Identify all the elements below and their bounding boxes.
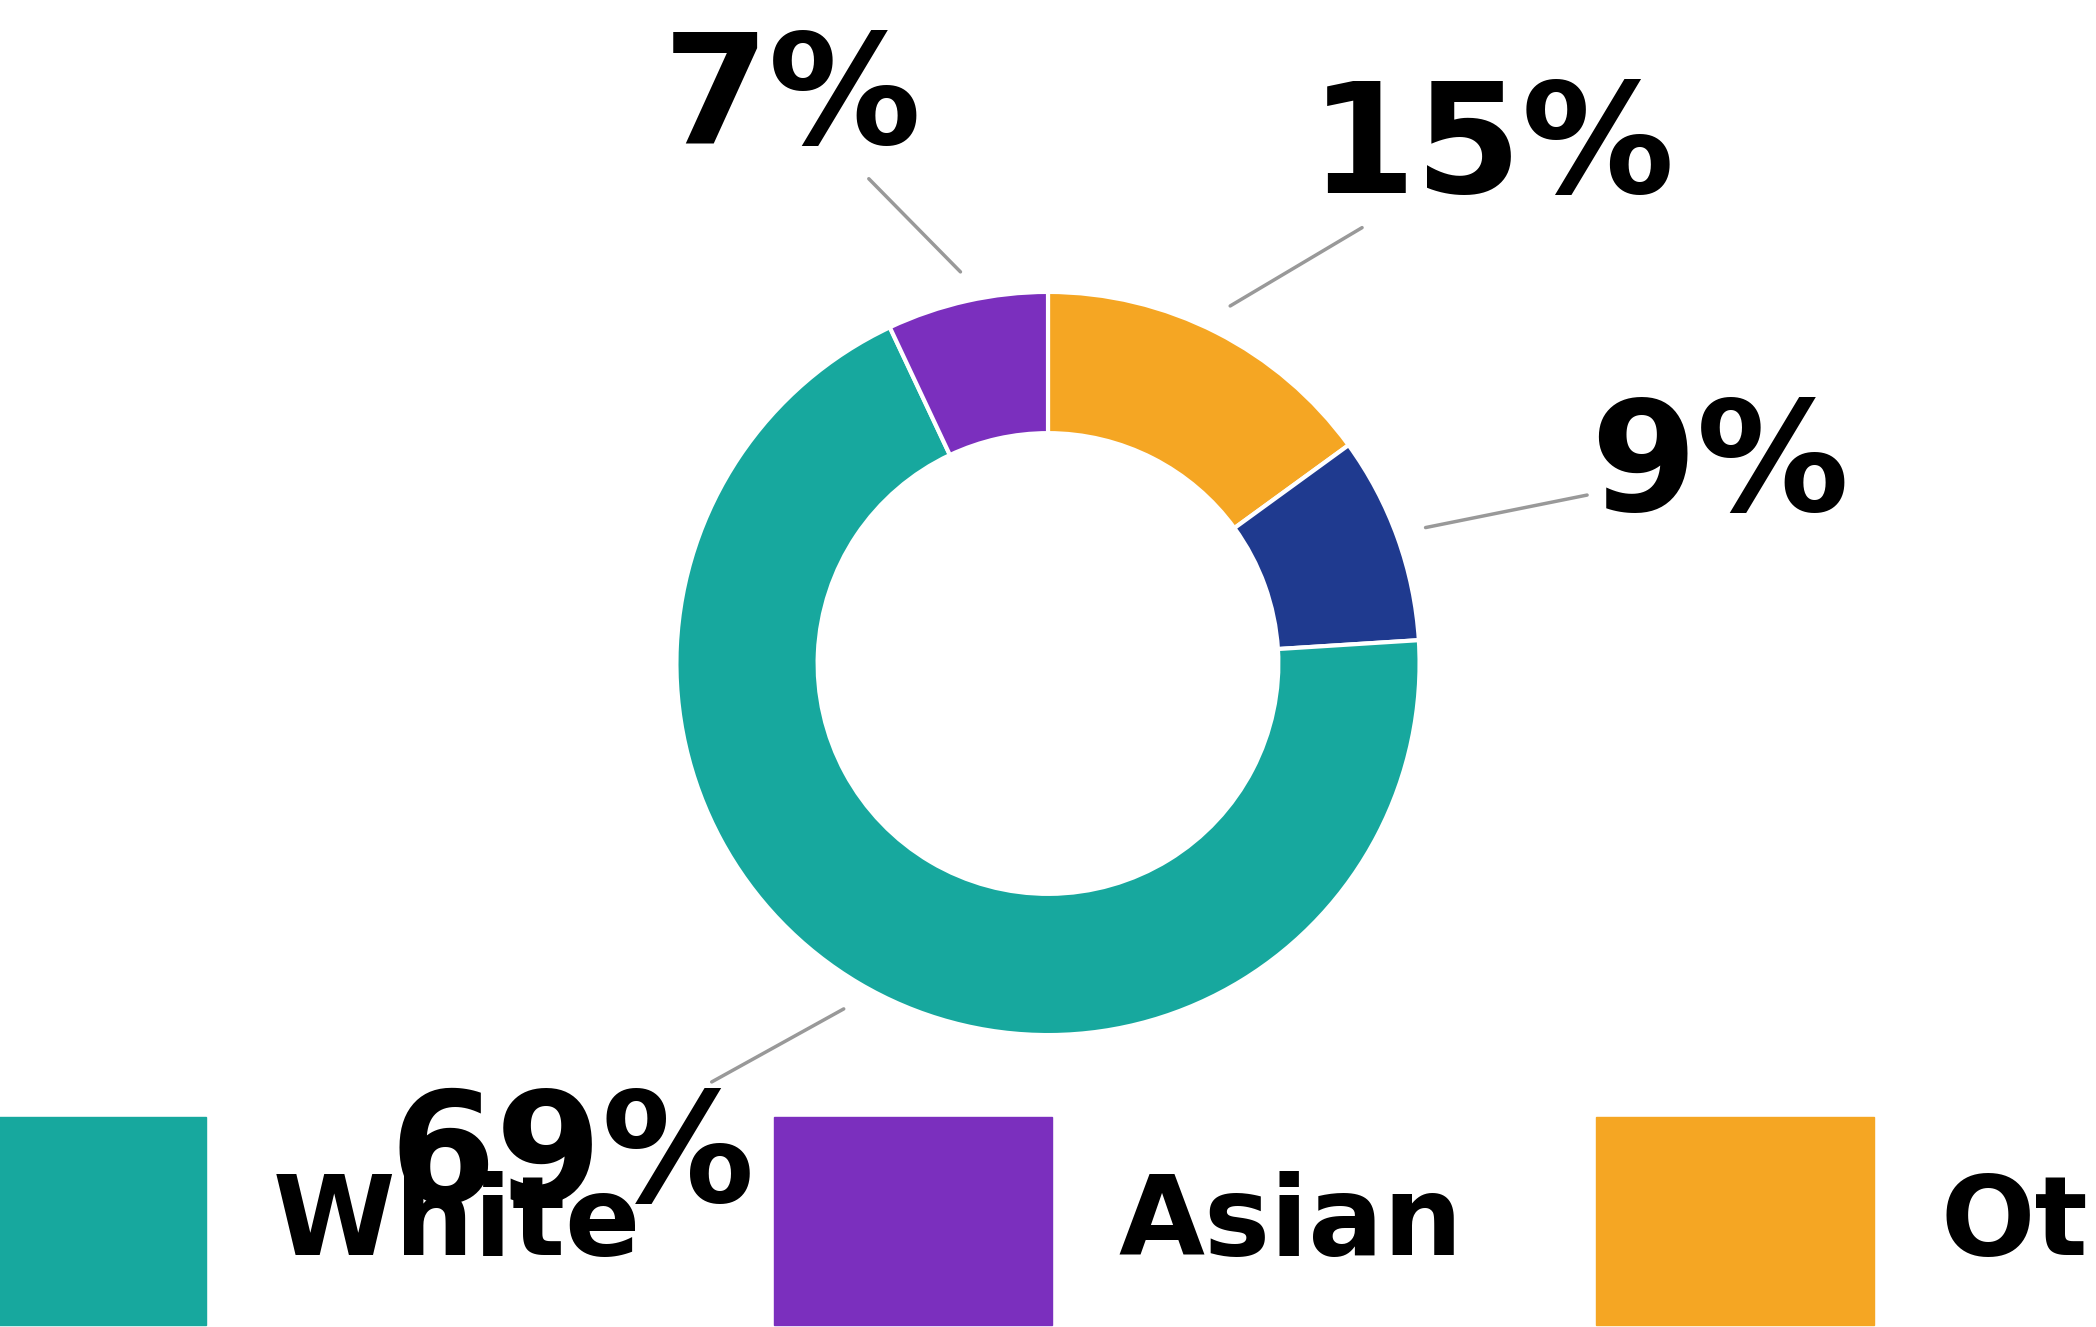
Text: 69%: 69% <box>390 1009 845 1234</box>
Legend: Black, White, Asian, Other/Undefined: Black, White, Asian, Other/Undefined <box>0 1074 2096 1327</box>
Text: 15%: 15% <box>1230 76 1675 307</box>
Wedge shape <box>677 328 1419 1035</box>
Wedge shape <box>891 292 1048 455</box>
Wedge shape <box>1235 445 1419 649</box>
Wedge shape <box>1048 292 1348 528</box>
Text: 7%: 7% <box>662 27 960 272</box>
Text: 9%: 9% <box>1425 394 1849 543</box>
